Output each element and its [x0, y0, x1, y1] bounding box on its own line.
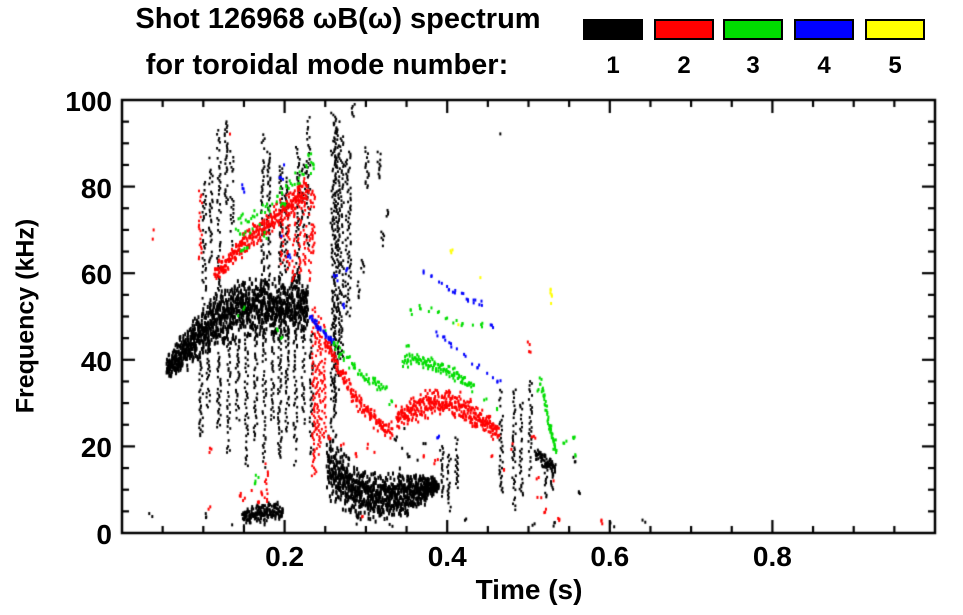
legend-label-mode-1: 1 — [606, 52, 620, 79]
y-axis-title: Frequency (kHz) — [11, 218, 40, 414]
y-tick-label-100: 100 — [65, 86, 112, 117]
legend-label-mode-2: 2 — [677, 52, 691, 79]
legend-swatch-mode-5 — [865, 19, 925, 40]
y-tick-label-60: 60 — [80, 259, 112, 291]
legend-label-mode-4: 4 — [817, 52, 831, 79]
x-tick-label-0.6: 0.6 — [590, 541, 630, 572]
y-tick-label-80: 80 — [80, 172, 112, 204]
y-tick-label-40: 40 — [80, 345, 112, 377]
legend-swatch-mode-1 — [583, 19, 643, 40]
x-tick-label-0.2: 0.2 — [265, 541, 305, 572]
x-tick-label-0.8: 0.8 — [752, 541, 792, 572]
legend-label-mode-5: 5 — [888, 52, 902, 79]
legend-swatch-mode-2 — [654, 19, 714, 40]
figure-title-line2: for toroidal mode number: — [145, 49, 509, 81]
y-tick-label-20: 20 — [80, 432, 112, 464]
legend-swatch-mode-3 — [723, 19, 783, 40]
x-tick-label-0.4: 0.4 — [427, 541, 467, 572]
x-axis-title: Time (s) — [475, 574, 583, 605]
figure-title-line1: Shot 126968 ωB(ω) spectrum — [135, 3, 541, 35]
y-tick-label-0: 0 — [96, 519, 112, 550]
legend-swatch-mode-4 — [794, 19, 854, 40]
legend-label-mode-3: 3 — [746, 52, 760, 79]
